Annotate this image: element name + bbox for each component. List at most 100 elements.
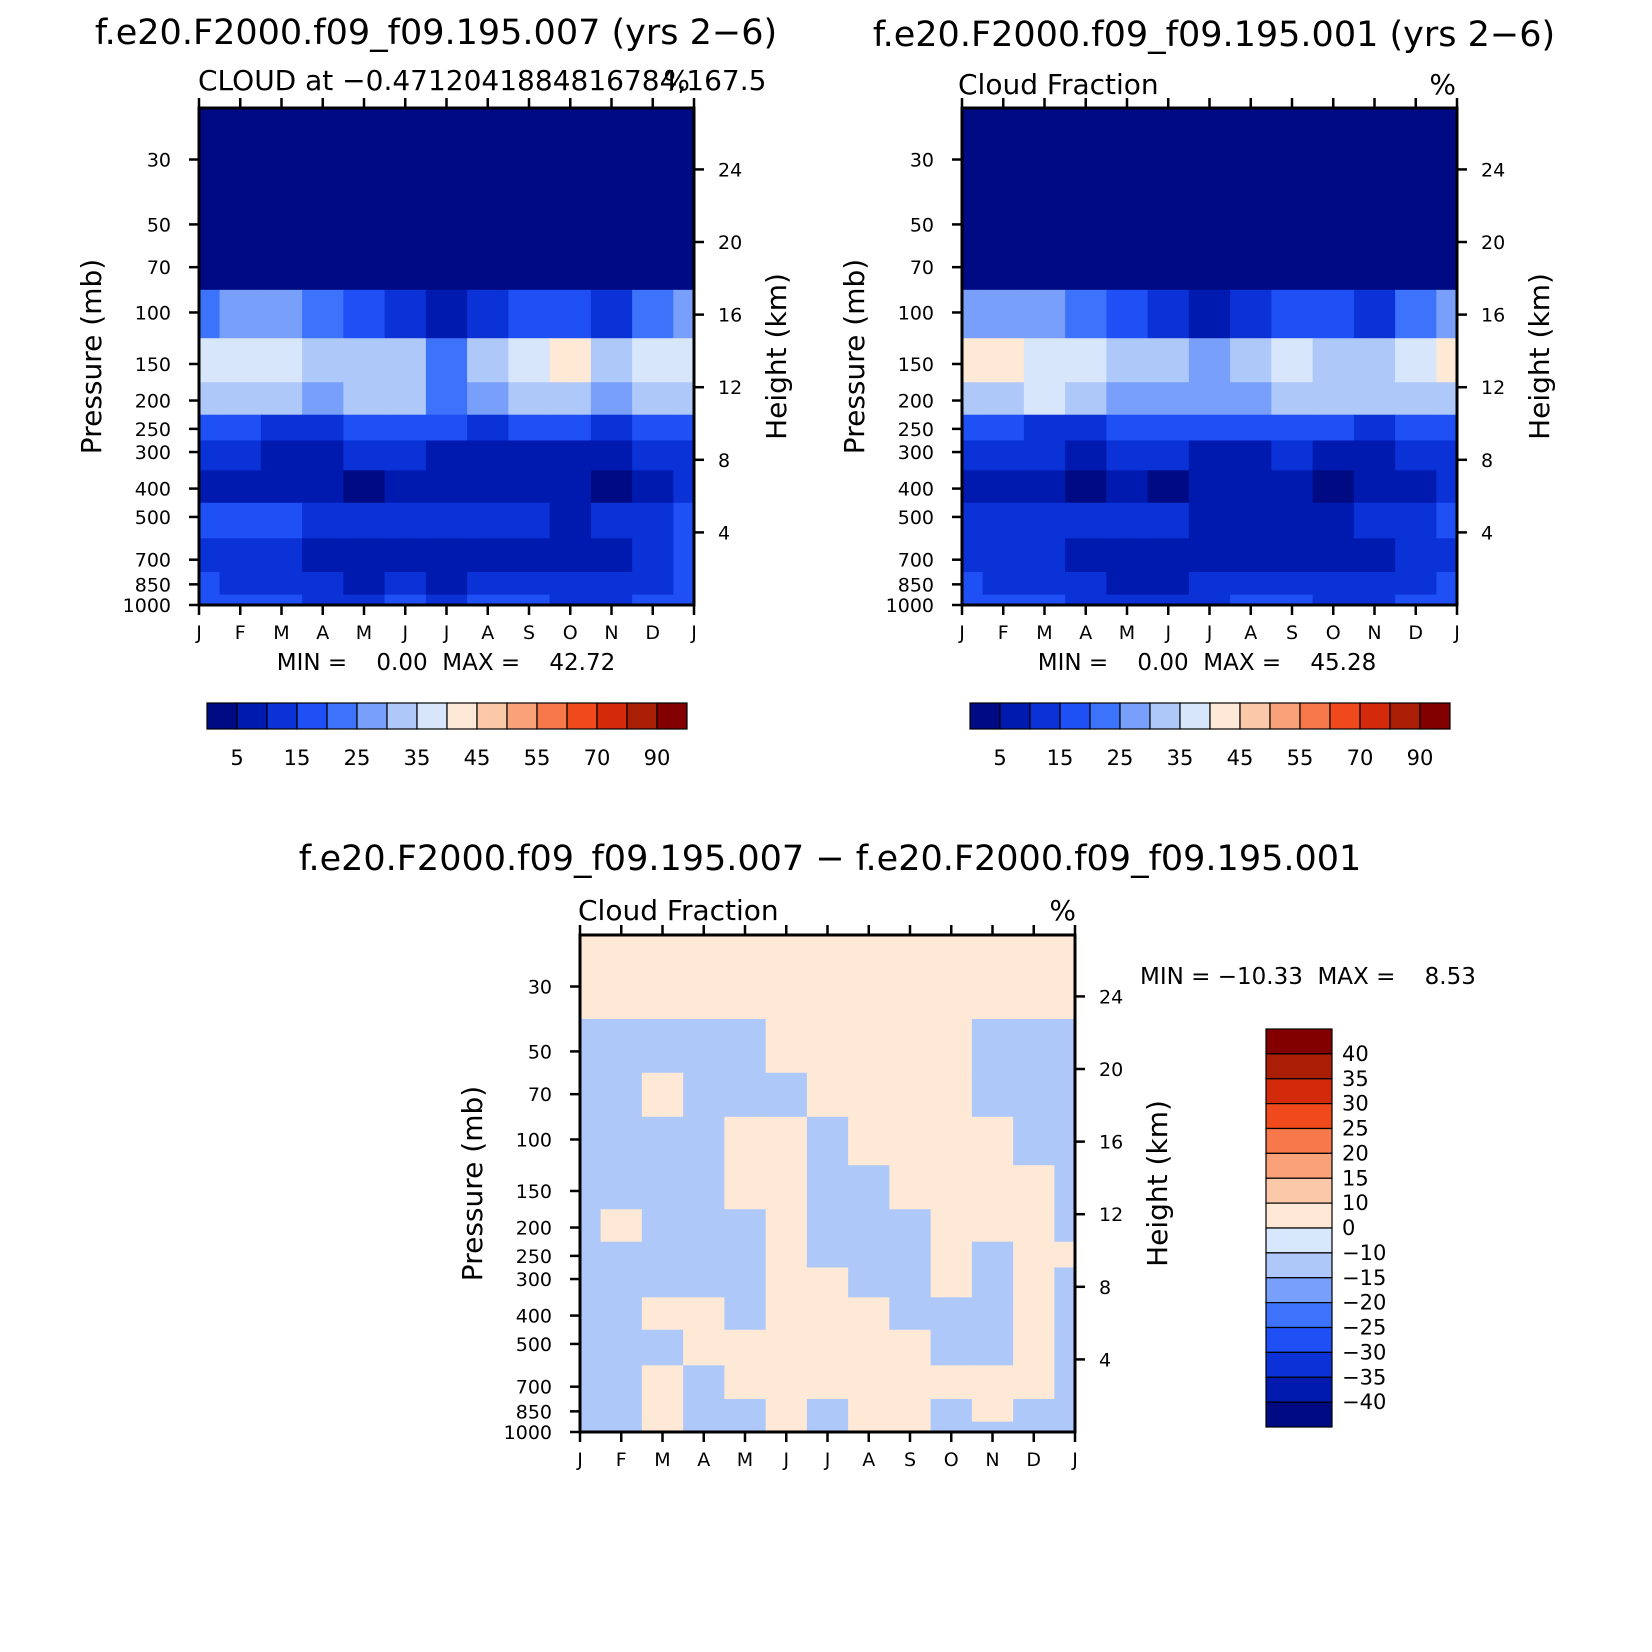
panel-a-cell [384,414,427,442]
panel-a-cell [219,414,262,442]
panel-b-cell [1436,470,1458,504]
panel-a-cell [632,108,674,193]
panel-c-colorbar-label: −15 [1342,1266,1386,1290]
panel-b-colorbar-swatch [1179,702,1211,730]
panel-b-cell [1436,502,1458,539]
panel-c-cell [971,1297,1014,1331]
panel-a-cell [343,594,386,606]
panel-a-colorbar-swatch [386,702,418,730]
panel-b-xtick-label: F [998,622,1009,644]
panel-b-cell [1147,382,1190,416]
panel-c-cell [806,1241,849,1269]
panel-a-cell [260,289,303,339]
panel-c-cell [971,1365,1014,1400]
panel-c-cell [806,1209,849,1243]
panel-b-cell [1436,338,1458,383]
panel-a-cell [219,289,262,339]
panel-b-cell [1353,414,1396,442]
panel-c-cell [683,935,725,1020]
panel-b-ytick-right-label: 20 [1481,232,1505,254]
panel-b-cell [1065,338,1107,383]
panel-b-xtick-label: A [1244,622,1257,644]
panel-c-cell [641,1399,684,1423]
panel-a-cell [302,594,344,606]
panel-b-cell [1147,289,1190,339]
panel-c-cell [930,935,973,1020]
panel-c-ytick-right-label: 8 [1099,1277,1111,1299]
panel-a-cell [508,382,551,416]
panel-c-xtick-label: J [782,1449,789,1471]
panel-b-cell [1436,382,1458,416]
panel-b-cell [1065,414,1107,442]
panel-c-colorbar-label: 35 [1342,1067,1369,1091]
panel-a-cell [549,502,592,539]
panel-a-cell [549,440,592,471]
panel-b-colorbar-swatch [1329,702,1361,730]
panel-c-cell [724,1267,767,1298]
panel-b-colorbar-label: 55 [1287,746,1314,770]
panel-a-cell [199,440,221,471]
panel-b-cell [1436,440,1458,471]
panel-c-colorbar-swatch [1265,1152,1333,1179]
panel-a-colorbar-swatch [416,702,448,730]
panel-b-ytick-right-label: 12 [1481,377,1505,399]
panel-a-ytick-label: 70 [147,257,171,279]
panel-b-ytick-right-label: 24 [1481,159,1505,181]
panel-a-cell [260,108,303,193]
panel-a-cell [425,538,468,573]
panel-a-cell [508,289,551,339]
panel-b-cell [1312,382,1355,416]
panel-c-cell [580,1297,602,1331]
panel-b-cell [982,289,1025,339]
panel-c-cell [806,1165,849,1210]
panel-a-cell [632,594,674,606]
panel-b-cell [1023,594,1066,606]
panel-c-xtick-label: A [862,1449,875,1471]
panel-a-cell [673,191,695,247]
panel-b-cell [1271,108,1314,193]
panel-b-cell [1188,594,1231,606]
panel-b-cell [962,191,984,247]
panel-a-ytick-right-label: 16 [718,305,742,327]
panel-b-colorbar-swatch [1419,702,1451,730]
panel-c-cell [683,1267,725,1298]
panel-c-cell [930,1116,973,1166]
panel-b-cell [1147,502,1190,539]
panel-a-cell [467,572,509,596]
panel-c-cell [930,1267,973,1298]
panel-c-cell [806,1421,849,1433]
panel-c-cell [889,1116,932,1166]
panel-b-xtick-label: J [1164,622,1171,644]
panel-a-cell [199,191,221,247]
panel-c-cell [848,1399,890,1423]
panel-c-cell [580,935,602,1020]
panel-a-ytick-label: 500 [135,507,171,529]
panel-c-ytick-label: 30 [528,977,552,999]
panel-a-cell [673,594,695,606]
panel-a-cell [508,191,551,247]
panel-b-colorbar-swatch [1389,702,1421,730]
panel-a-ytick-right-label: 4 [718,522,730,544]
panel-a-cell [632,245,674,291]
panel-a-cell [425,245,468,291]
panel-a-cell [425,289,468,339]
panel-a-cell [343,382,386,416]
panel-a-cell [199,289,221,339]
panel-a-colorbar-swatch [326,702,358,730]
panel-c-colorbar-label: −10 [1342,1241,1386,1265]
panel-b-cell [1353,470,1396,504]
panel-a-cell [590,594,633,606]
panel-a-cell [302,414,344,442]
panel-b-cell [1230,382,1272,416]
panel-a-xtick-label: M [356,622,372,644]
panel-c-cell [848,935,890,1020]
panel-a-cell [219,594,262,606]
panel-b-cell [1188,245,1231,291]
panel-c-cell [765,1329,808,1366]
panel-a-ytick-right-label: 12 [718,377,742,399]
panel-b-colorbar-swatch [1269,702,1301,730]
panel-a-cell [632,414,674,442]
panel-b-colorbar-label: 5 [993,746,1006,770]
panel-a-cell [673,414,695,442]
panel-b-cell [1271,245,1314,291]
